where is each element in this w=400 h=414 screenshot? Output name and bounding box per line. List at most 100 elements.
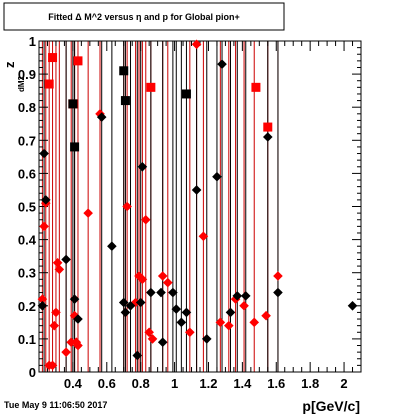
diamond-marker: [73, 314, 83, 324]
y-tick-label: 0.1: [18, 332, 36, 347]
y-tick-label: 0.2: [18, 299, 36, 314]
diamond-marker: [347, 301, 358, 311]
diamond-marker: [163, 277, 173, 288]
square-marker: [251, 82, 261, 92]
diamond-marker: [261, 310, 271, 321]
square-marker: [181, 89, 191, 99]
diamond-marker: [73, 340, 83, 351]
diamond-marker: [51, 307, 61, 318]
square-marker: [146, 82, 156, 92]
x-tick-label: 0.6: [98, 376, 116, 391]
square-marker: [68, 99, 78, 109]
y-tick-label: 0.4: [18, 233, 37, 248]
diamond-marker: [66, 337, 76, 348]
diamond-marker: [146, 287, 156, 298]
diamond-marker: [273, 287, 283, 298]
diamond-marker: [125, 301, 136, 311]
y-tick-label: 0: [29, 365, 36, 380]
diamond-marker: [262, 132, 273, 142]
y-tick-label: 0.3: [18, 266, 36, 281]
square-marker: [120, 96, 130, 106]
square-marker: [44, 79, 54, 89]
y-axis-title-sub: dM2: [17, 75, 26, 92]
diamond-marker: [201, 334, 212, 344]
y-tick-label: 0.5: [18, 200, 36, 215]
chart-title: Fitted Δ M^2 versus η and p for Global p…: [48, 12, 240, 22]
diamond-marker: [52, 257, 63, 268]
diamond-marker: [140, 214, 151, 225]
diamond-marker: [122, 201, 132, 212]
diamond-marker: [39, 148, 49, 159]
y-axis-title: z dM2: [2, 61, 26, 92]
y-tick-label: 0.9: [18, 67, 36, 82]
diamond-marker: [71, 337, 82, 348]
diamond-marker: [61, 347, 71, 357]
y-tick-label: 0.7: [18, 133, 36, 148]
diamond-marker: [181, 307, 192, 318]
diamond-marker: [198, 231, 209, 242]
plot-frame: [38, 40, 362, 373]
diamond-marker: [239, 301, 249, 311]
x-axis-title: p[GeV/c]: [302, 398, 360, 414]
diamond-marker: [157, 337, 168, 348]
diamond-marker: [156, 287, 166, 298]
diamond-marker: [120, 307, 131, 318]
diamond-marker: [185, 327, 195, 338]
diamond-marker: [147, 334, 158, 344]
y-tick-label: 0.6: [18, 166, 36, 181]
diamond-marker: [39, 221, 49, 232]
diamond-marker: [232, 291, 243, 301]
diamond-marker: [118, 297, 129, 308]
title-box: [3, 2, 285, 31]
diamond-marker: [40, 195, 51, 205]
x-tick-label: 1.4: [233, 376, 252, 391]
y-axis-title-main: z: [2, 61, 17, 68]
diamond-marker: [69, 294, 80, 304]
diamond-marker: [224, 320, 234, 331]
diamond-marker: [144, 327, 154, 338]
diamond-marker: [137, 274, 148, 285]
diamond-marker: [157, 271, 168, 281]
diamond-marker: [132, 350, 143, 361]
diamond-marker: [96, 112, 107, 122]
y-tick-label: 1: [29, 34, 36, 49]
diamond-marker: [61, 254, 71, 265]
diamond-marker: [273, 271, 283, 281]
square-marker: [48, 53, 58, 63]
diamond-marker: [47, 360, 58, 371]
diamond-marker: [176, 317, 187, 328]
diamond-marker: [212, 171, 222, 182]
diamond-marker: [49, 320, 60, 331]
square-marker: [263, 122, 273, 132]
plot-area: 0 0.1 0.2 0.3 0.4 0.5 0.6 0.7 0.8 0.9 1 0.4 0.6 0.8 1 1…: [18, 34, 362, 391]
diamond-marker: [171, 304, 182, 314]
timestamp: Tue May 9 11:06:50 2017: [4, 400, 107, 410]
square-marker: [70, 142, 80, 152]
x-tick-label: 0.8: [132, 376, 150, 391]
x-tick-label: 0.4: [64, 376, 83, 391]
square-marker: [73, 56, 83, 66]
x-tick-label: 1: [171, 376, 178, 391]
diamond-marker: [83, 208, 93, 218]
diamond-marker: [54, 264, 65, 275]
square-marker: [119, 66, 129, 76]
diamond-marker: [168, 287, 178, 298]
x-tick-label: 1.6: [267, 376, 285, 391]
diamond-marker: [191, 185, 202, 195]
y-tick-label: 0.8: [18, 100, 36, 115]
diamond-marker: [215, 317, 226, 328]
diamond-marker: [107, 241, 117, 252]
diamond-marker: [130, 297, 141, 308]
diamond-marker: [191, 39, 202, 50]
diamond-marker: [249, 317, 260, 328]
x-tick-label: 2: [340, 376, 347, 391]
diamond-marker: [135, 297, 146, 308]
diamond-marker: [240, 291, 251, 301]
diamond-marker: [37, 294, 48, 304]
x-tick-label: 1.8: [301, 376, 319, 391]
diamond-marker: [37, 301, 48, 311]
diamond-marker: [225, 307, 236, 318]
diamond-marker: [217, 59, 227, 69]
x-tick-label: 1.2: [199, 376, 217, 391]
